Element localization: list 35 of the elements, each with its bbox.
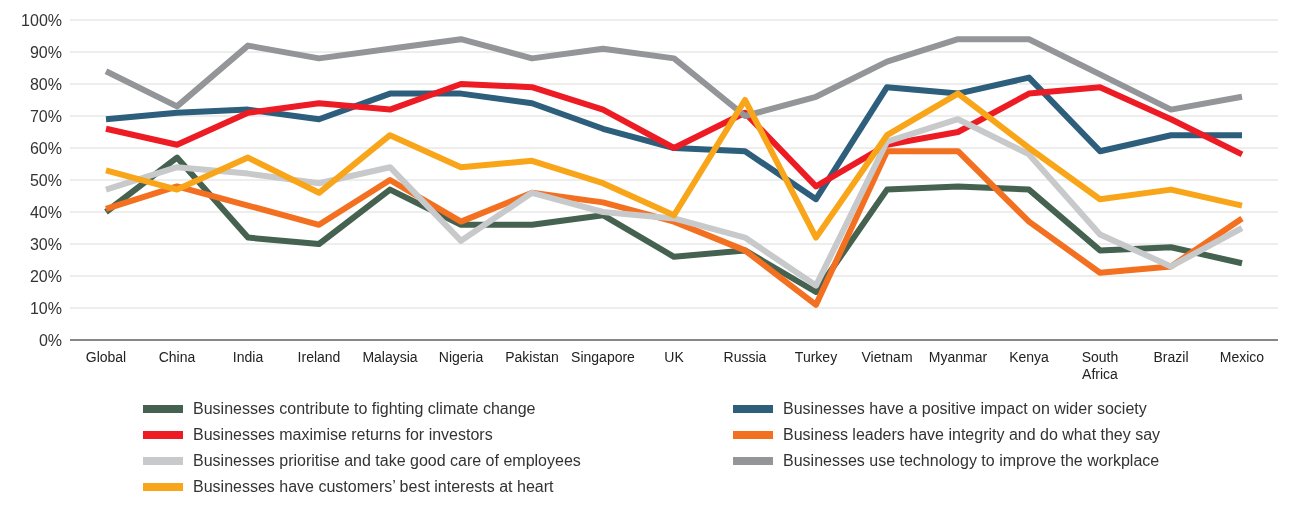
y-tick-label: 100%	[21, 11, 62, 29]
y-tick-label: 10%	[29, 299, 62, 317]
legend-label: Businesses maximise returns for investors	[193, 426, 493, 444]
x-tick-label: South Africa	[1081, 349, 1119, 382]
x-tick-label: China	[158, 349, 196, 365]
x-tick-label: Ireland	[297, 349, 341, 365]
x-tick-label: India	[232, 349, 264, 365]
x-tick-label: Nigeria	[438, 349, 484, 365]
y-tick-label: 40%	[29, 203, 62, 221]
y-tick-label: 30%	[29, 235, 62, 253]
x-tick-label: Singapore	[571, 349, 636, 365]
legend-label: Businesses use technology to improve the workplace	[783, 452, 1160, 470]
y-tick-label: 20%	[29, 267, 62, 285]
legend-label: Businesses have a positive impact on wider society	[783, 400, 1147, 418]
y-tick-label: 80%	[29, 75, 62, 93]
x-tick-label: Global	[85, 349, 127, 365]
x-tick-label: Brazil	[1153, 349, 1189, 365]
y-tick-label: 70%	[29, 107, 62, 125]
y-tick-label: 90%	[29, 43, 62, 61]
x-tick-label: Vietnam	[861, 349, 913, 365]
legend-label: Business leaders have integrity and do what they say	[783, 426, 1161, 444]
legend-label: Businesses prioritise and take good care of employees	[193, 452, 581, 470]
y-tick-label: 60%	[29, 139, 62, 157]
x-tick-label: Pakistan	[505, 349, 559, 365]
y-tick-label: 50%	[29, 171, 62, 189]
x-tick-label: Kenya	[1009, 349, 1050, 365]
x-tick-label: UK	[664, 349, 685, 365]
y-tick-label: 0%	[38, 331, 62, 349]
legend-label: Businesses contribute to fighting climate change	[193, 400, 536, 418]
x-tick-label: Myanmar	[928, 349, 988, 365]
x-tick-label: Malaysia	[362, 349, 418, 365]
x-tick-label: Turkey	[794, 349, 838, 365]
x-tick-label: Russia	[723, 349, 767, 365]
x-tick-label: Mexico	[1219, 349, 1265, 365]
legend-label: Businesses have customers’ best interests at heart	[193, 478, 554, 496]
